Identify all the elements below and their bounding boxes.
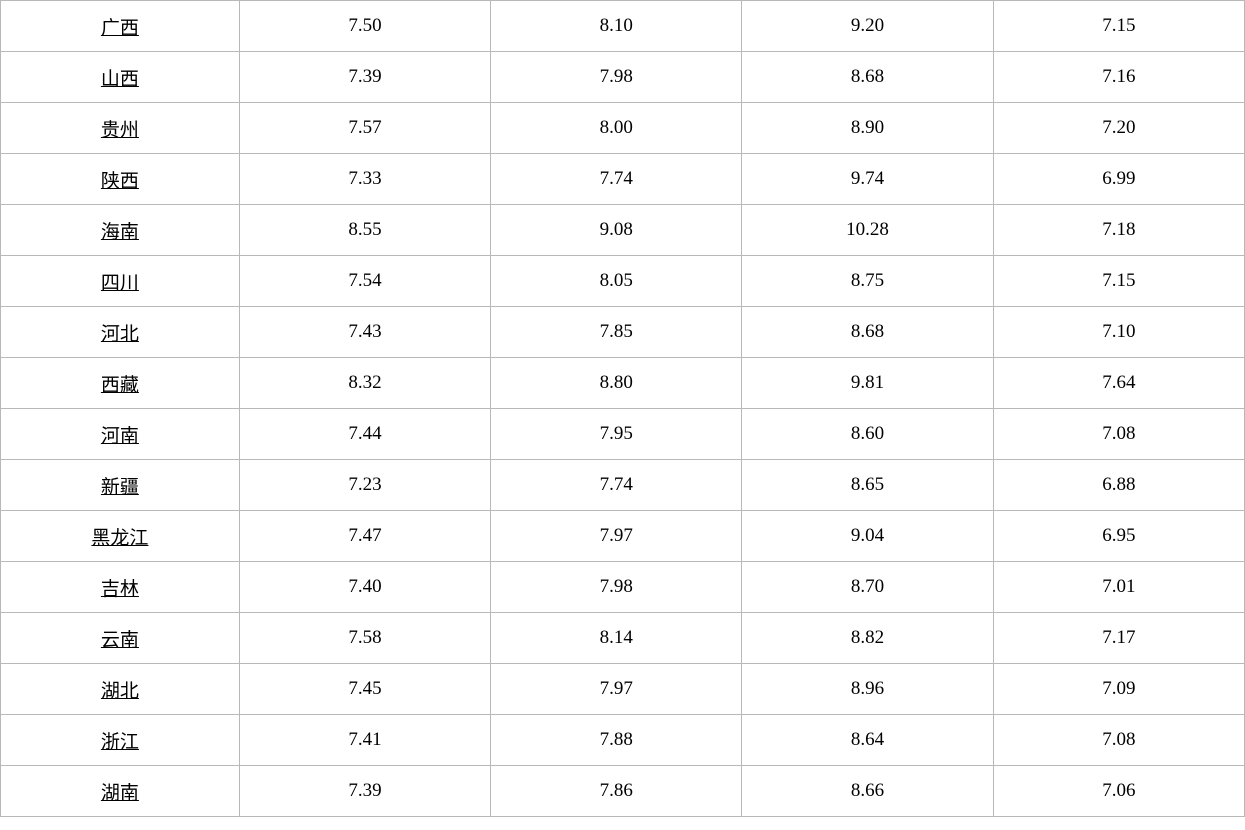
value-cell: 8.90	[742, 103, 993, 154]
value-cell: 10.28	[742, 205, 993, 256]
value-cell: 8.14	[491, 613, 742, 664]
region-link[interactable]: 浙江	[1, 715, 240, 766]
value-cell: 7.20	[993, 103, 1244, 154]
value-cell: 7.15	[993, 256, 1244, 307]
region-link[interactable]: 四川	[1, 256, 240, 307]
table-row: 西藏8.328.809.817.64	[1, 358, 1245, 409]
value-cell: 8.10	[491, 1, 742, 52]
region-link[interactable]: 广西	[1, 1, 240, 52]
value-cell: 9.04	[742, 511, 993, 562]
value-cell: 6.95	[993, 511, 1244, 562]
table-row: 贵州7.578.008.907.20	[1, 103, 1245, 154]
value-cell: 8.75	[742, 256, 993, 307]
region-link[interactable]: 河南	[1, 409, 240, 460]
value-cell: 9.81	[742, 358, 993, 409]
value-cell: 7.97	[491, 664, 742, 715]
table-row: 湖南7.397.868.667.06	[1, 766, 1245, 817]
value-cell: 7.06	[993, 766, 1244, 817]
region-link[interactable]: 新疆	[1, 460, 240, 511]
value-cell: 7.47	[239, 511, 490, 562]
table-row: 四川7.548.058.757.15	[1, 256, 1245, 307]
table-row: 山西7.397.988.687.16	[1, 52, 1245, 103]
value-cell: 7.45	[239, 664, 490, 715]
table-row: 云南7.588.148.827.17	[1, 613, 1245, 664]
value-cell: 7.39	[239, 52, 490, 103]
value-cell: 8.55	[239, 205, 490, 256]
price-table: 广西7.508.109.207.15山西7.397.988.687.16贵州7.…	[0, 0, 1245, 817]
value-cell: 7.97	[491, 511, 742, 562]
value-cell: 7.54	[239, 256, 490, 307]
region-link[interactable]: 湖南	[1, 766, 240, 817]
value-cell: 8.82	[742, 613, 993, 664]
value-cell: 7.41	[239, 715, 490, 766]
value-cell: 7.74	[491, 154, 742, 205]
value-cell: 7.88	[491, 715, 742, 766]
value-cell: 6.88	[993, 460, 1244, 511]
value-cell: 7.23	[239, 460, 490, 511]
table-row: 新疆7.237.748.656.88	[1, 460, 1245, 511]
value-cell: 7.33	[239, 154, 490, 205]
region-link[interactable]: 海南	[1, 205, 240, 256]
value-cell: 7.17	[993, 613, 1244, 664]
region-link[interactable]: 湖北	[1, 664, 240, 715]
value-cell: 7.01	[993, 562, 1244, 613]
value-cell: 7.98	[491, 562, 742, 613]
value-cell: 8.66	[742, 766, 993, 817]
value-cell: 7.43	[239, 307, 490, 358]
value-cell: 7.15	[993, 1, 1244, 52]
value-cell: 8.64	[742, 715, 993, 766]
table-row: 河南7.447.958.607.08	[1, 409, 1245, 460]
region-link[interactable]: 西藏	[1, 358, 240, 409]
table-row: 湖北7.457.978.967.09	[1, 664, 1245, 715]
region-link[interactable]: 云南	[1, 613, 240, 664]
value-cell: 8.68	[742, 52, 993, 103]
table-row: 吉林7.407.988.707.01	[1, 562, 1245, 613]
value-cell: 7.64	[993, 358, 1244, 409]
value-cell: 9.08	[491, 205, 742, 256]
value-cell: 7.98	[491, 52, 742, 103]
value-cell: 7.08	[993, 715, 1244, 766]
value-cell: 6.99	[993, 154, 1244, 205]
region-link[interactable]: 黑龙江	[1, 511, 240, 562]
value-cell: 8.60	[742, 409, 993, 460]
value-cell: 7.86	[491, 766, 742, 817]
value-cell: 7.18	[993, 205, 1244, 256]
value-cell: 7.85	[491, 307, 742, 358]
table-row: 海南8.559.0810.287.18	[1, 205, 1245, 256]
value-cell: 8.00	[491, 103, 742, 154]
value-cell: 8.96	[742, 664, 993, 715]
table-row: 河北7.437.858.687.10	[1, 307, 1245, 358]
value-cell: 8.32	[239, 358, 490, 409]
value-cell: 9.20	[742, 1, 993, 52]
value-cell: 8.65	[742, 460, 993, 511]
region-link[interactable]: 吉林	[1, 562, 240, 613]
region-link[interactable]: 山西	[1, 52, 240, 103]
value-cell: 9.74	[742, 154, 993, 205]
table-row: 广西7.508.109.207.15	[1, 1, 1245, 52]
value-cell: 7.50	[239, 1, 490, 52]
value-cell: 7.40	[239, 562, 490, 613]
value-cell: 8.68	[742, 307, 993, 358]
value-cell: 7.58	[239, 613, 490, 664]
value-cell: 8.05	[491, 256, 742, 307]
table-row: 陕西7.337.749.746.99	[1, 154, 1245, 205]
value-cell: 7.08	[993, 409, 1244, 460]
region-link[interactable]: 陕西	[1, 154, 240, 205]
value-cell: 7.57	[239, 103, 490, 154]
value-cell: 8.70	[742, 562, 993, 613]
value-cell: 7.95	[491, 409, 742, 460]
value-cell: 7.74	[491, 460, 742, 511]
table-row: 黑龙江7.477.979.046.95	[1, 511, 1245, 562]
value-cell: 7.44	[239, 409, 490, 460]
value-cell: 8.80	[491, 358, 742, 409]
value-cell: 7.39	[239, 766, 490, 817]
table-row: 浙江7.417.888.647.08	[1, 715, 1245, 766]
value-cell: 7.09	[993, 664, 1244, 715]
value-cell: 7.10	[993, 307, 1244, 358]
region-link[interactable]: 贵州	[1, 103, 240, 154]
region-link[interactable]: 河北	[1, 307, 240, 358]
price-table-body: 广西7.508.109.207.15山西7.397.988.687.16贵州7.…	[1, 1, 1245, 817]
value-cell: 7.16	[993, 52, 1244, 103]
